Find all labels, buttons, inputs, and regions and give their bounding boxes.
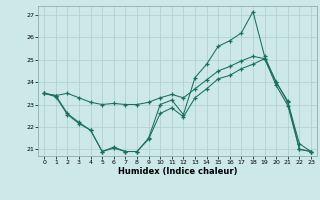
X-axis label: Humidex (Indice chaleur): Humidex (Indice chaleur) (118, 167, 237, 176)
